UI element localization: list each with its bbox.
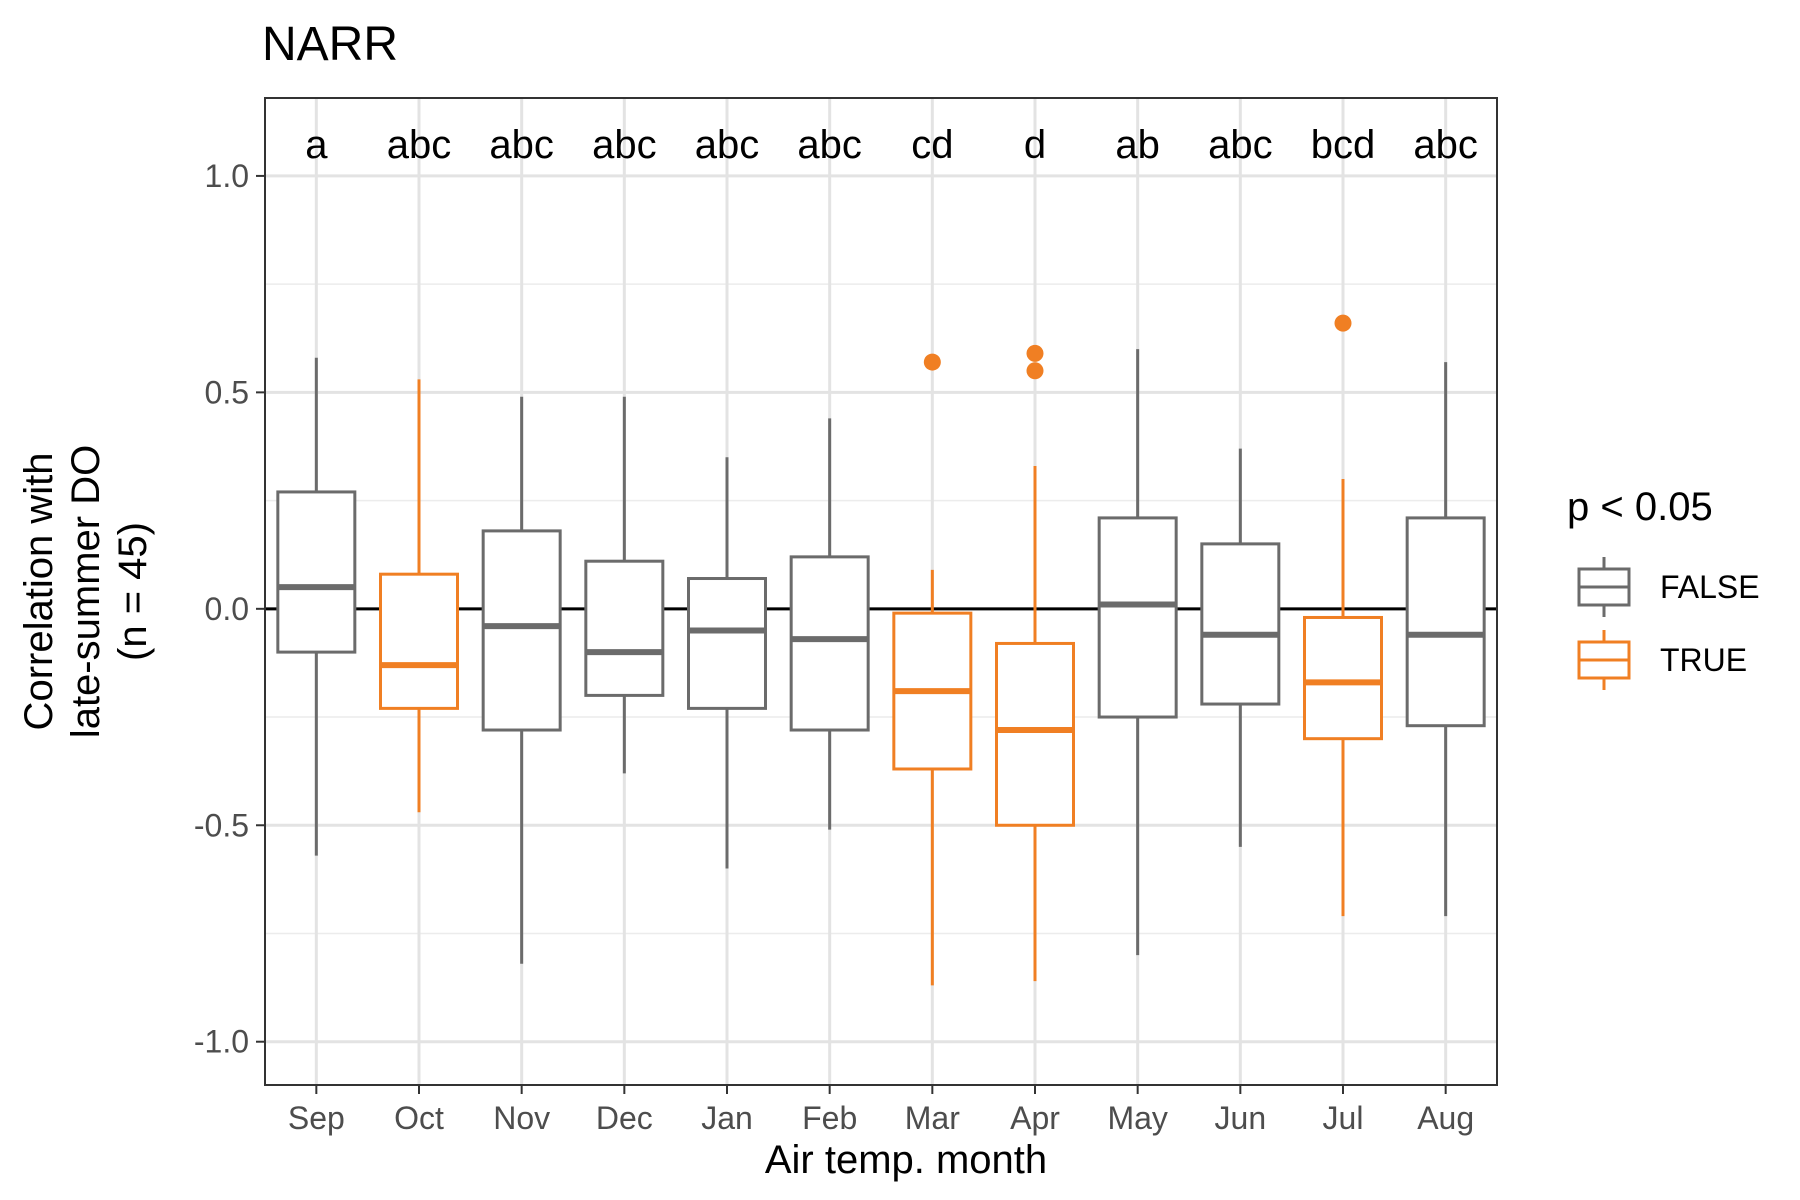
axes: -1.0 -0.5 0.0 0.5 1.0 Sep Oct Nov Dec Jan Feb Mar Ap… bbox=[194, 158, 1474, 1136]
chart-title: NARR bbox=[262, 18, 398, 71]
group-letter-mar: cd bbox=[911, 123, 953, 167]
x-tick-label: Jan bbox=[701, 1100, 753, 1136]
box-aug bbox=[1405, 362, 1486, 917]
x-tick-label: Jun bbox=[1215, 1100, 1267, 1136]
box-series bbox=[276, 314, 1486, 986]
group-letter-jan: abc bbox=[695, 123, 760, 167]
box-apr bbox=[995, 344, 1075, 982]
x-tick-label: Mar bbox=[905, 1100, 960, 1136]
y-axis-title: Correlation with late-summer DO (n = 45) bbox=[17, 445, 155, 738]
group-letter-jul: bcd bbox=[1311, 123, 1376, 167]
box-jul bbox=[1303, 314, 1383, 917]
box-body bbox=[1097, 516, 1178, 719]
outlier-point bbox=[1334, 314, 1352, 332]
x-tick-label: Oct bbox=[394, 1100, 444, 1136]
legend-title: p < 0.05 bbox=[1567, 485, 1713, 529]
outlier-point bbox=[1026, 362, 1044, 380]
outlier-point bbox=[923, 353, 941, 371]
y-tick-label: -1.0 bbox=[194, 1024, 249, 1060]
y-tick-label: 0.0 bbox=[205, 591, 249, 627]
box-nov bbox=[481, 396, 562, 964]
box-oct bbox=[379, 379, 459, 813]
y-tick-label: 1.0 bbox=[205, 158, 249, 194]
x-tick-label: Dec bbox=[596, 1100, 653, 1136]
x-tick-label: Aug bbox=[1417, 1100, 1474, 1136]
box-body bbox=[687, 577, 767, 710]
box-body bbox=[379, 572, 459, 710]
y-tick-label: 0.5 bbox=[205, 374, 249, 410]
group-letters: a abc abc abc abc abc cd d ab abc bcd abc bbox=[305, 123, 1478, 167]
x-tick-label: May bbox=[1107, 1100, 1167, 1136]
group-letter-oct: abc bbox=[387, 123, 452, 167]
x-tick-label: Jul bbox=[1323, 1100, 1364, 1136]
box-body bbox=[789, 555, 870, 732]
y-axis-title-line: Correlation with bbox=[17, 453, 61, 731]
legend-label: TRUE bbox=[1660, 642, 1747, 678]
plot-panel-border bbox=[264, 97, 1498, 1086]
group-letter-sep: a bbox=[305, 123, 328, 167]
x-tick-label: Feb bbox=[802, 1100, 857, 1136]
box-sep bbox=[276, 357, 357, 856]
box-body bbox=[276, 490, 357, 654]
box-body bbox=[481, 529, 562, 732]
outlier-point bbox=[1026, 344, 1044, 362]
x-tick-label: Sep bbox=[288, 1100, 345, 1136]
x-tick-label: Apr bbox=[1010, 1100, 1060, 1136]
group-letter-apr: d bbox=[1024, 123, 1046, 167]
x-tick-label: Nov bbox=[493, 1100, 550, 1136]
box-feb bbox=[789, 418, 870, 830]
box-body bbox=[1200, 542, 1281, 706]
box-jan bbox=[687, 457, 767, 869]
box-body bbox=[995, 641, 1075, 827]
legend-label: FALSE bbox=[1660, 569, 1760, 605]
group-letter-may: ab bbox=[1115, 123, 1160, 167]
legend-key-true: TRUE bbox=[1577, 630, 1747, 690]
group-letter-feb: abc bbox=[797, 123, 862, 167]
y-tick-label: -0.5 bbox=[194, 807, 249, 843]
legend-key-false: FALSE bbox=[1577, 557, 1760, 617]
x-axis-title: Air temp. month bbox=[765, 1138, 1047, 1182]
box-body bbox=[1405, 516, 1486, 728]
group-letter-jun: abc bbox=[1208, 123, 1273, 167]
legend: p < 0.05 FALSE TRUE bbox=[1567, 485, 1760, 690]
box-body bbox=[1303, 615, 1383, 741]
group-letter-aug: abc bbox=[1413, 123, 1478, 167]
y-axis-title-line: (n = 45) bbox=[111, 522, 155, 661]
y-axis-title-line: late-summer DO bbox=[64, 445, 108, 738]
box-mar bbox=[892, 353, 973, 986]
box-jun bbox=[1200, 448, 1281, 847]
box-may bbox=[1097, 349, 1178, 956]
box-dec bbox=[584, 396, 665, 774]
group-letter-nov: abc bbox=[489, 123, 554, 167]
group-letter-dec: abc bbox=[592, 123, 657, 167]
box-body bbox=[584, 559, 665, 697]
